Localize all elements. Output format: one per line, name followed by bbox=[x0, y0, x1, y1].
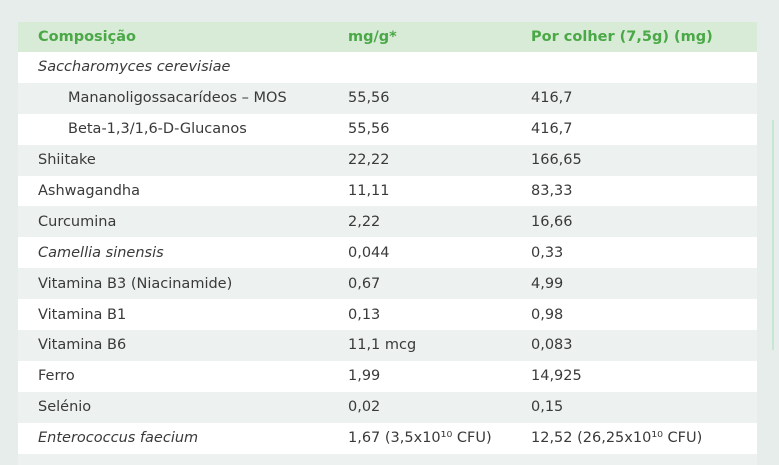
table-cell: Vitamina B3 (Niacinamide) bbox=[18, 268, 348, 300]
header-cell: mg/g* bbox=[348, 22, 531, 52]
table-cell: 1,99 bbox=[348, 360, 531, 392]
table-cell: Shiitake bbox=[18, 144, 348, 176]
table-cell: Vitamina B1 bbox=[18, 299, 348, 331]
side-decoration bbox=[772, 120, 779, 350]
table-cell: 416,7 bbox=[531, 82, 757, 114]
header-row: Composição mg/g* Por colher (7,5g) (mg) bbox=[18, 22, 757, 52]
table-row: Ferro 1,99 14,925 bbox=[18, 360, 757, 392]
table-cell: 0,98 bbox=[531, 299, 757, 331]
table-row: Ashwagandha 11,11 83,33 bbox=[18, 175, 757, 207]
table-cell: Curcumina bbox=[18, 206, 348, 238]
table-cell: Enterococcus faecium bbox=[18, 422, 348, 454]
table-cell: Selénio bbox=[18, 391, 348, 423]
table-cell: 11,1 mcg bbox=[348, 330, 531, 361]
table-row: Mananoligossacarídeos – MOS 55,56 416,7 bbox=[18, 82, 757, 114]
table-cell: 83,33 bbox=[531, 175, 757, 207]
table-row: Enterococcus faecium 1,67 (3,5x10¹⁰ CFU) 1… bbox=[18, 422, 757, 454]
table-row: Vitamina B1 0,13 0,98 bbox=[18, 299, 757, 331]
table-cell: 55,56 bbox=[348, 113, 531, 145]
table-cell: Ferro bbox=[18, 360, 348, 392]
table-row: Shiitake 22,22 166,65 bbox=[18, 144, 757, 176]
table-cell: Vitamina B6 bbox=[18, 330, 348, 361]
table-cell: 0,044 bbox=[348, 237, 531, 269]
table-cell: 55,56 bbox=[348, 82, 531, 114]
table-cell: 0,67 bbox=[348, 268, 531, 300]
table-cell: 11,11 bbox=[348, 175, 531, 207]
header-cell: Composição bbox=[18, 22, 348, 52]
table-row: Curcumina 2,22 16,66 bbox=[18, 206, 757, 238]
table-row: Camellia sinensis 0,044 0,33 bbox=[18, 237, 757, 269]
table-cell: 2,22 bbox=[348, 206, 531, 238]
table-row: Saccharomyces cerevisiae bbox=[18, 52, 757, 83]
table-cell: 0,02 bbox=[348, 391, 531, 423]
table-cell: Beta-1,3/1,6-D-Glucanos bbox=[18, 113, 348, 145]
table-row: Vitamina B6 11,1 mcg 0,083 bbox=[18, 330, 757, 361]
table-cell: 0,33 bbox=[531, 237, 757, 269]
table-cell: 0,13 bbox=[348, 299, 531, 331]
table-cell: Mananoligossacarídeos – MOS bbox=[18, 82, 348, 114]
table-panel: Composição mg/g* Por colher (7,5g) (mg) Sa… bbox=[18, 22, 757, 465]
table-cell: Ashwagandha bbox=[18, 175, 348, 207]
table-cell: 4,99 bbox=[531, 268, 757, 300]
table-cell: 166,65 bbox=[531, 144, 757, 176]
table-cell: 1,67 (3,5x10¹⁰ CFU) bbox=[348, 422, 531, 454]
table-cell: 12,52 (26,25x10¹⁰ CFU) bbox=[531, 422, 757, 454]
table-row: Beta-1,3/1,6-D-Glucanos 55,56 416,7 bbox=[18, 113, 757, 145]
table-row: Selénio 0,02 0,15 bbox=[18, 391, 757, 423]
table-cell: 22,22 bbox=[348, 144, 531, 176]
table-cell: 16,66 bbox=[531, 206, 757, 238]
table-cell: Camellia sinensis bbox=[18, 237, 348, 269]
table-cell: 14,925 bbox=[531, 360, 757, 392]
composition-table: Composição mg/g* Por colher (7,5g) (mg) Sa… bbox=[18, 22, 757, 454]
table-cell: 416,7 bbox=[531, 113, 757, 145]
table-cell: 0,15 bbox=[531, 391, 757, 423]
table-cell: 0,083 bbox=[531, 330, 757, 361]
header-cell: Por colher (7,5g) (mg) bbox=[531, 22, 757, 52]
table-cell: Saccharomyces cerevisiae bbox=[18, 52, 757, 83]
table-row: Vitamina B3 (Niacinamide) 0,67 4,99 bbox=[18, 268, 757, 300]
